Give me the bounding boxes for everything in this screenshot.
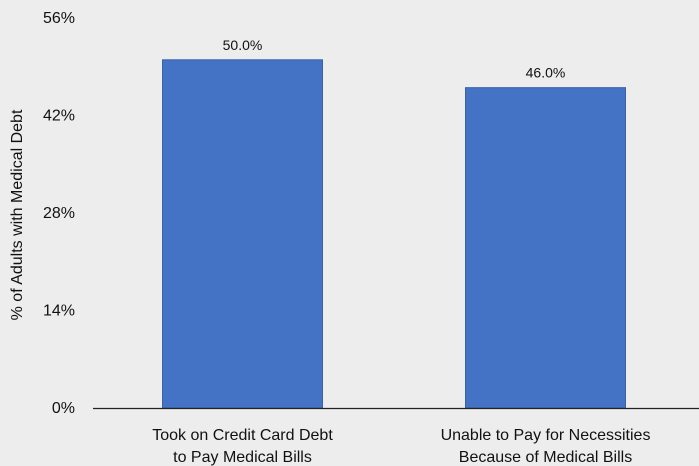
bar	[465, 87, 626, 409]
bar-data-label: 50.0%	[223, 37, 263, 53]
data-labels: 50.0% 46.0%	[223, 37, 566, 81]
y-tick-label: 56%	[43, 10, 75, 27]
x-category-label: Took on Credit Card Debt	[152, 427, 333, 444]
x-category-label: Unable to Pay for Necessities	[441, 427, 651, 444]
y-tick-label: 0%	[52, 400, 75, 417]
bars	[162, 59, 626, 409]
x-category-label: Because of Medical Bills	[459, 449, 632, 466]
y-tick-label: 28%	[43, 205, 75, 222]
bar	[162, 59, 323, 409]
x-axis-category-labels: Took on Credit Card Debt to Pay Medical B…	[152, 427, 650, 466]
y-axis-ticks: 0% 14% 28% 42% 56%	[43, 10, 75, 417]
y-tick-label: 14%	[43, 303, 75, 320]
y-tick-label: 42%	[43, 108, 75, 125]
x-category-label: to Pay Medical Bills	[173, 449, 312, 466]
y-axis-title: % of Adults with Medical Debt	[9, 109, 26, 320]
y-axis-label: % of Adults with Medical Debt	[9, 109, 26, 320]
bar-data-label: 46.0%	[526, 65, 566, 81]
